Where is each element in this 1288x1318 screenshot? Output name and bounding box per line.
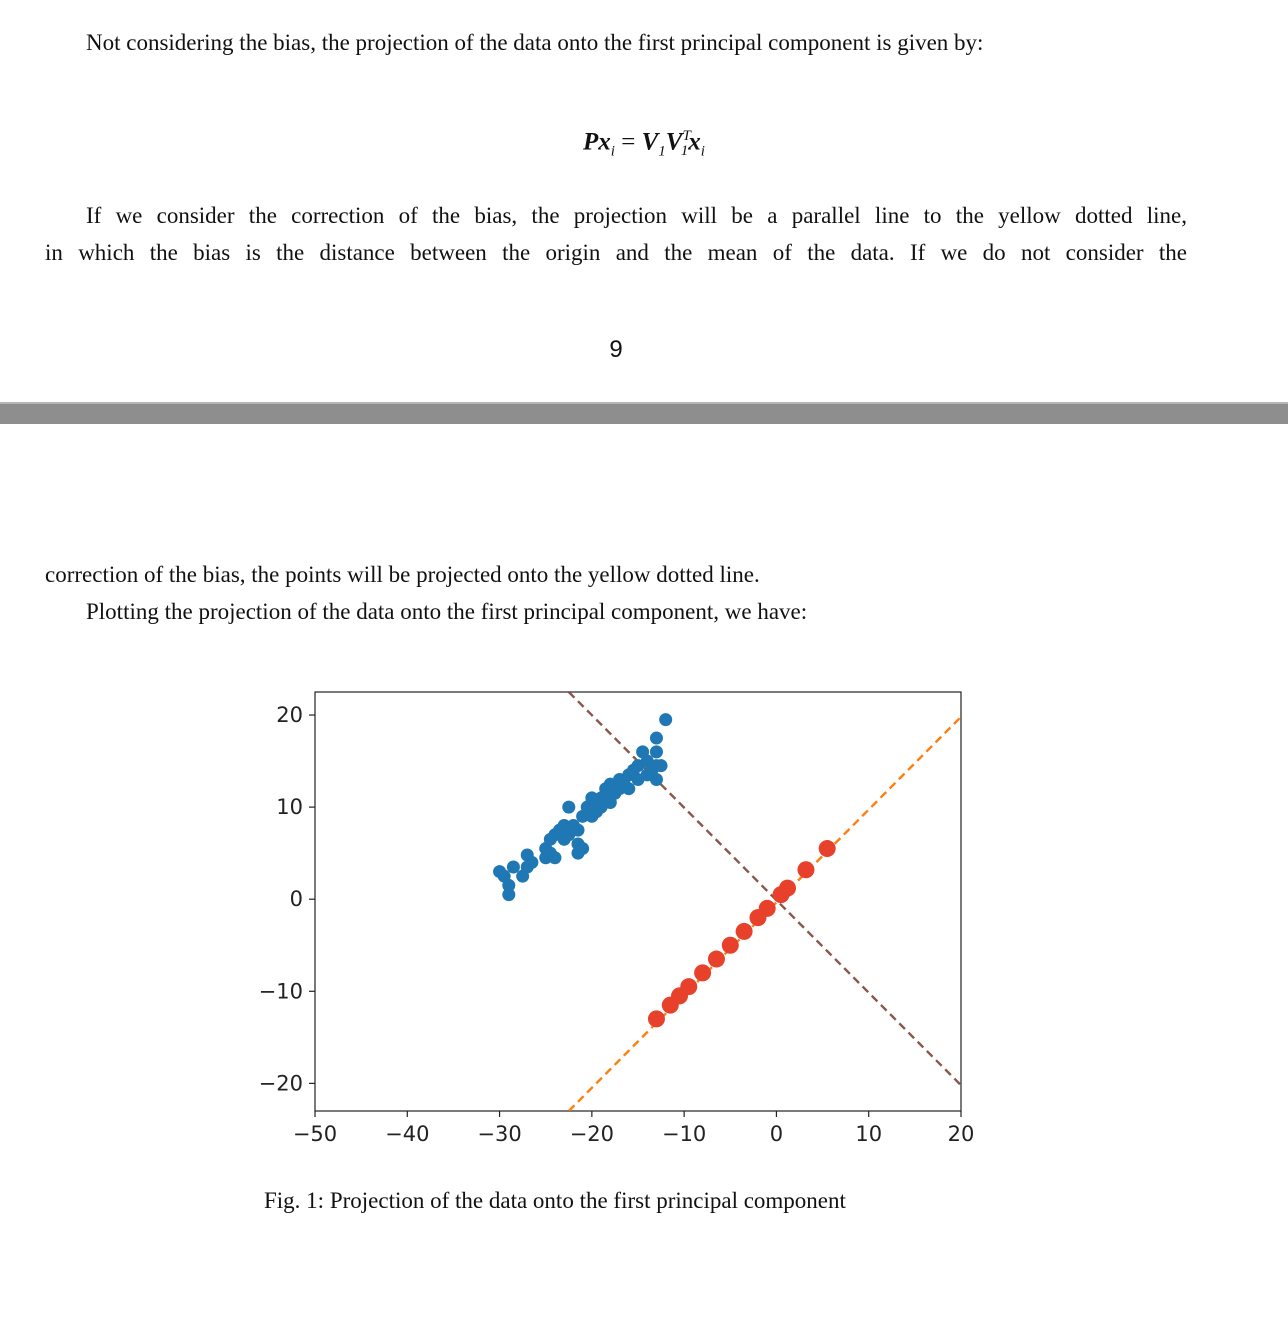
point-1-9 — [758, 899, 776, 917]
eq-lhs-sub: i — [610, 143, 615, 160]
x-tick-label-1: −40 — [385, 1122, 429, 1146]
point-0-8 — [525, 855, 539, 869]
figure-caption: Fig. 1: Projection of the data onto the … — [264, 1188, 846, 1213]
x-tick-label-6: 10 — [855, 1122, 882, 1146]
y-tick-label-2: 0 — [290, 887, 303, 911]
point-0-45 — [649, 772, 663, 786]
x-tick-label-4: −10 — [662, 1122, 706, 1146]
point-0-50 — [659, 713, 673, 727]
eq-lhs: Px — [583, 128, 611, 156]
point-0-49 — [649, 731, 663, 745]
point-1-7 — [735, 922, 753, 940]
paragraph-2-line-2: in which the bias is the distance betwee… — [45, 240, 1187, 265]
scatter-chart: −50 −40 −30 −20 −10 0 10 20 −20 −10 0 10 20 — [259, 691, 975, 1146]
y-tick-label-3: 10 — [276, 795, 303, 819]
point-1-6 — [721, 936, 739, 954]
page-top: Not considering the bias, the projection… — [0, 0, 1288, 402]
point-0-51 — [548, 851, 562, 865]
paragraph-2-continued: correction of the bias, the points will … — [45, 562, 760, 587]
equation: Pxi = V1VT1xi — [0, 128, 1288, 160]
x-tick-label-2: −30 — [477, 1122, 521, 1146]
x-axis: −50 −40 −30 −20 −10 0 10 20 — [293, 1111, 975, 1146]
x-tick-label-0: −50 — [293, 1122, 337, 1146]
eq-x-sub: i — [700, 143, 705, 160]
eq-equals: = — [621, 128, 636, 156]
point-1-0 — [647, 1010, 665, 1028]
point-0-4 — [502, 888, 516, 902]
point-0-37 — [622, 782, 636, 796]
point-1-4 — [694, 964, 712, 982]
point-1-5 — [707, 950, 725, 968]
paragraph-3: Plotting the projection of the data onto… — [86, 599, 808, 624]
page-separator — [0, 402, 1288, 424]
point-0-2 — [506, 860, 520, 874]
point-0-53 — [571, 846, 585, 860]
point-0-3 — [502, 878, 516, 892]
x-tick-label-7: 20 — [948, 1122, 975, 1146]
point-1-11 — [779, 879, 797, 897]
dashed-line-2 — [567, 692, 961, 1087]
point-1-12 — [797, 861, 815, 879]
data-points — [493, 713, 836, 1028]
paragraph-2-line-1: If we consider the correction of the bia… — [86, 203, 1187, 228]
plot-frame — [314, 691, 962, 1112]
point-0-19 — [571, 823, 585, 837]
paragraph-1: Not considering the bias, the projection… — [86, 30, 984, 55]
page-number: 9 — [609, 336, 623, 363]
point-0-55 — [599, 791, 613, 805]
eq-v1-sub: 1 — [658, 143, 666, 160]
eq-v2: V — [665, 128, 683, 156]
point-0-54 — [585, 791, 599, 805]
page-bottom: correction of the bias, the points will … — [0, 424, 1288, 1318]
point-0-7 — [516, 869, 530, 883]
y-tick-label-1: −10 — [259, 979, 303, 1003]
eq-v1: V — [641, 128, 659, 156]
point-1-13 — [818, 840, 836, 858]
y-tick-label-0: −20 — [259, 1071, 303, 1095]
point-1-3 — [680, 978, 698, 996]
eq-x: x — [688, 128, 701, 156]
x-tick-label-5: 0 — [770, 1122, 783, 1146]
point-0-48 — [649, 745, 663, 759]
y-tick-label-4: 20 — [276, 703, 303, 727]
eq-v2-sup: T — [682, 128, 691, 144]
point-0-47 — [654, 759, 668, 773]
eq-v2-sub: 1 — [680, 143, 689, 160]
y-axis: −20 −10 0 10 20 — [259, 703, 315, 1095]
x-tick-label-3: −20 — [570, 1122, 614, 1146]
point-0-52 — [562, 800, 576, 814]
